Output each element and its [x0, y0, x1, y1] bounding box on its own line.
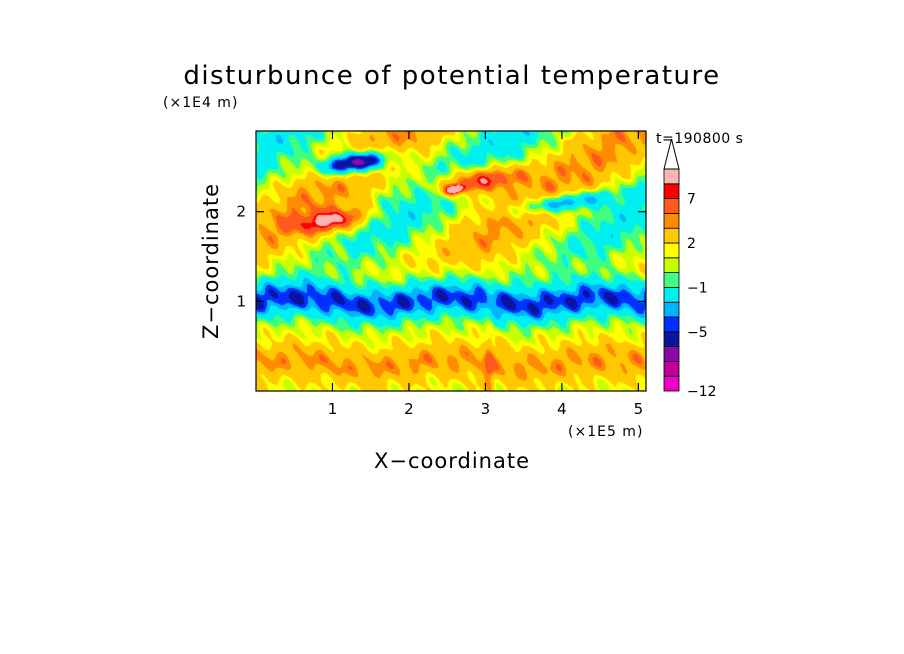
colorbar-swatch: [663, 257, 680, 273]
colorbar-swatch: [663, 346, 680, 362]
x-tick-label: 2: [404, 400, 414, 418]
colorbar-swatch: [663, 316, 680, 333]
colorbar-swatch: [663, 242, 680, 259]
x-unit-label: (×1E5 m): [568, 424, 643, 440]
colorbar-swatch: [663, 212, 680, 229]
y-axis: 12: [236, 203, 646, 310]
colorbar-swatch: [663, 198, 680, 214]
colorbar-swatch: [663, 331, 680, 347]
y-tick-label: 1: [236, 292, 246, 310]
colorbar-tick-label: 2: [687, 236, 696, 252]
plot-frame: [255, 130, 647, 392]
y-tick-label: 2: [236, 203, 246, 221]
colorbar-swatch: [663, 301, 680, 318]
x-tick-label: 3: [481, 400, 491, 418]
colorbar: 7 2 −1 −5 −12: [663, 138, 717, 400]
x-axis-label: X−coordinate: [374, 449, 530, 473]
x-tick-label: 5: [634, 400, 644, 418]
colorbar-swatch: [663, 286, 680, 303]
colorbar-tick-label: 7: [687, 192, 696, 208]
time-label: t=190800 s: [656, 131, 743, 147]
x-tick-label: 1: [328, 400, 338, 418]
x-axis: 1 2 3 4 5: [328, 131, 643, 418]
colorbar-swatch: [663, 272, 680, 288]
colorbar-swatch: [663, 375, 680, 392]
colorbar-tick-label: −12: [687, 384, 717, 400]
colorbar-tick-label: −1: [687, 280, 708, 296]
colorbar-extend-arrow: [663, 138, 680, 170]
y-unit-label: (×1E4 m): [163, 95, 238, 111]
y-axis-label: Z−coordinate: [199, 183, 223, 339]
chart-title: disturbunce of potential temperature: [183, 61, 720, 91]
colorbar-swatch: [663, 360, 680, 377]
x-tick-label: 4: [557, 400, 567, 418]
colorbar-tick-label: −5: [687, 325, 708, 341]
colorbar-swatch: [663, 227, 680, 244]
contour-fill: [256, 131, 646, 391]
colorbar-swatch: [663, 168, 680, 185]
colorbar-swatch: [663, 183, 680, 200]
contour-field: [256, 131, 646, 391]
